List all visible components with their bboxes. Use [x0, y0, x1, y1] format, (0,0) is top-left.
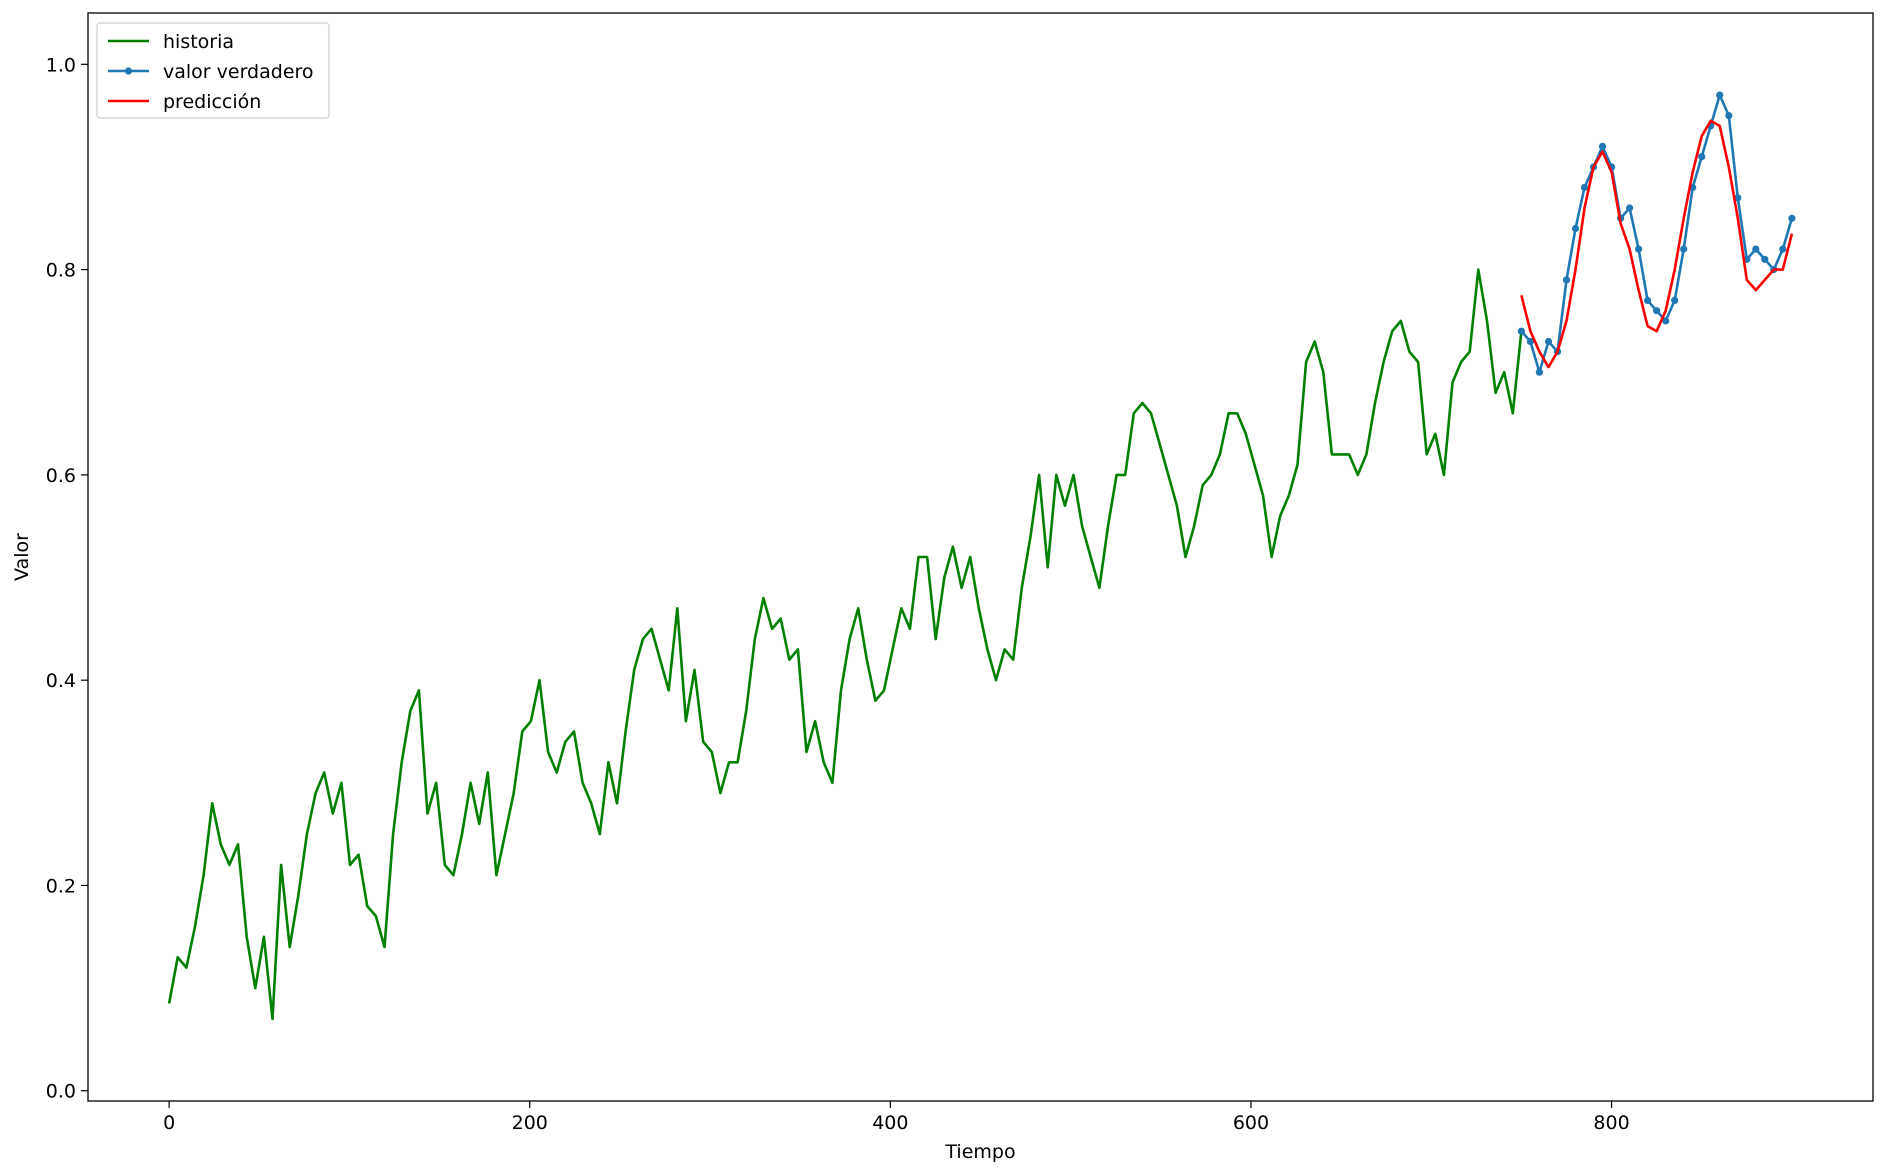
series-point: [1698, 153, 1706, 161]
axes-frame: [87, 12, 1874, 1102]
legend-marker: [124, 67, 133, 75]
series-point: [1644, 296, 1652, 304]
series-point: [1635, 245, 1643, 253]
series-point: [1544, 337, 1553, 346]
series-line-0: [167, 268, 1523, 1021]
series-point: [1626, 204, 1634, 212]
series-line-2: [1520, 119, 1794, 369]
series-point: [1653, 307, 1661, 315]
series-point: [1517, 327, 1525, 335]
x-tick-label: 0: [163, 1112, 175, 1134]
y-tick-label: 0.8: [46, 260, 76, 282]
series-point: [1580, 183, 1589, 192]
series-point: [1671, 296, 1679, 304]
y-tick-label: 0.0: [46, 1081, 76, 1103]
x-axis-label: Tiempo: [944, 1141, 1015, 1163]
series-point: [1562, 276, 1571, 284]
x-tick-label: 800: [1593, 1112, 1629, 1134]
legend: historia valor verdadero predicción: [96, 22, 330, 119]
series-point: [1680, 245, 1688, 253]
tick-marks: 0 200 400 600 800 0.0 0.2 0.4 0.6 0.8 1.0: [46, 54, 1630, 1134]
x-tick-label: 600: [1233, 1112, 1269, 1134]
series-point: [1571, 224, 1580, 233]
series-point: [1662, 317, 1670, 325]
y-tick-label: 0.2: [46, 875, 76, 897]
series-point: [1725, 112, 1733, 120]
series-point: [1779, 245, 1787, 253]
x-tick-label: 400: [872, 1112, 908, 1134]
y-axis-label: Valor: [11, 533, 33, 581]
legend-entry-label: valor verdadero: [163, 61, 314, 83]
y-tick-label: 0.4: [46, 670, 76, 692]
series-point: [1526, 337, 1534, 346]
y-tick-label: 0.6: [46, 465, 76, 487]
x-tick-label: 200: [512, 1112, 548, 1134]
legend-entry-label: historia: [163, 31, 234, 53]
series-point: [1716, 91, 1724, 99]
series-point: [1734, 194, 1742, 202]
legend-entry-label: predicción: [163, 91, 261, 113]
y-tick-label: 1.0: [46, 54, 76, 76]
legend-box: [96, 22, 330, 119]
series-point: [1535, 368, 1543, 376]
plot-area: [167, 91, 1796, 1021]
series-point: [1752, 245, 1760, 253]
series-point: [1788, 214, 1796, 222]
series-point: [1598, 142, 1607, 150]
series-point: [1761, 255, 1769, 263]
